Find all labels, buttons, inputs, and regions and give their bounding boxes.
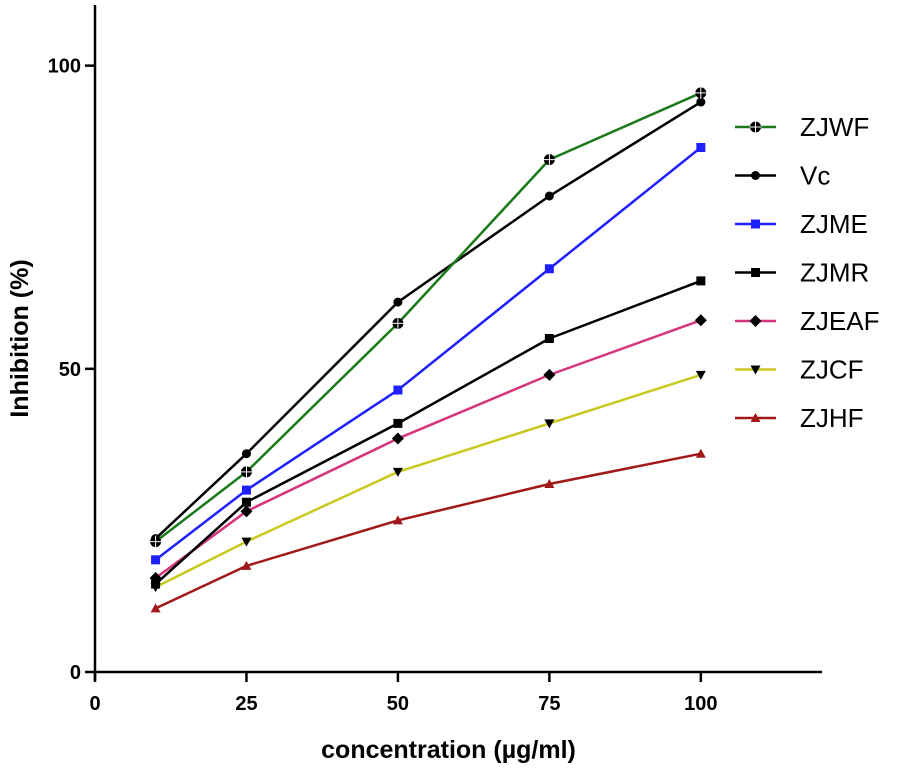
series-line-vc [154,100,702,540]
legend-label-zjmr: ZJMR [800,258,869,288]
series-zjeaf [149,314,707,585]
data-point-zjwf [240,465,253,478]
x-tick-label: 0 [89,693,100,715]
legend-label-zjme: ZJME [800,209,868,239]
data-point-zjeaf [240,505,253,518]
series-line-zjeaf [154,319,702,580]
legend-marker-zjhf [750,413,761,422]
legend-item-zjwf: ZJWF [735,112,869,142]
legend-marker-vc [751,171,760,180]
x-tick-label: 50 [387,693,409,715]
data-point-zjcf [392,467,403,477]
y-tick-label: 100 [48,56,81,78]
legend-marker-zjme [751,219,760,229]
data-point-zjeaf [391,432,404,445]
data-point-zjwf [149,535,162,548]
data-point-vc [696,97,706,107]
series-line-zjme [154,146,702,561]
legend-marker-zjeaf [749,315,762,327]
legend-label-zjeaf: ZJEAF [800,306,879,336]
data-point-zjme [696,142,706,152]
data-point-zjmr [696,276,706,286]
data-point-zjeaf [543,368,556,381]
data-point-zjme [393,385,403,395]
data-point-zjeaf [694,314,707,327]
series-layer [149,86,707,613]
data-point-zjwf [694,86,707,99]
series-zjmr [151,276,706,589]
data-point-zjhf [392,515,403,525]
data-point-zjme [151,555,161,565]
x-axis-title: concentration (µg/ml) [321,736,576,764]
series-line-zjmr [154,279,702,586]
legend-label-zjcf: ZJCF [800,355,864,385]
series-vc [151,97,706,544]
data-point-zjcf [544,419,555,429]
series-zjme [151,142,706,565]
legend-item-zjme: ZJME [735,209,868,239]
axes: 0 25 50 75 100 0 50 100 [48,5,822,715]
data-point-zjwf [543,153,556,166]
data-point-zjhf [241,560,252,570]
data-point-zjmr [393,418,403,428]
data-point-zjmr [241,497,251,507]
x-tick-label: 75 [538,693,560,715]
data-point-zjcf [241,537,252,547]
series-line-zjwf [154,91,702,543]
legend-item-zjeaf: ZJEAF [735,306,879,336]
data-point-zjwf [391,317,404,330]
y-axis-title: Inhibition (%) [6,259,34,417]
data-point-zjcf [695,370,706,380]
data-point-zjmr [544,334,554,343]
legend: ZJWF Vc ZJME ZJMR ZJEAF ZJCF ZJHF [735,112,879,433]
x-tick-label: 25 [235,693,257,715]
legend-label-zjhf: ZJHF [800,403,864,433]
data-point-zjhf [544,479,555,489]
y-tick-label: 0 [70,662,81,684]
legend-item-zjhf: ZJHF [735,403,864,433]
legend-label-vc: Vc [800,161,830,191]
data-point-vc [241,449,251,459]
data-point-zjme [544,264,554,274]
legend-label-zjwf: ZJWF [800,112,869,142]
legend-item-vc: Vc [735,161,830,191]
series-zjhf [150,448,706,613]
x-tick-label: 100 [684,693,717,715]
data-point-zjhf [695,448,706,458]
legend-marker-zjcf [750,365,761,375]
series-zjwf [149,86,707,548]
legend-item-zjmr: ZJMR [735,258,869,288]
data-point-vc [544,191,554,201]
data-point-zjmr [151,579,161,589]
legend-item-zjcf: ZJCF [735,355,864,385]
data-point-zjhf [150,603,161,613]
data-point-zjme [241,485,251,495]
data-point-vc [393,297,403,307]
legend-marker-zjmr [751,268,760,277]
series-line-zjhf [155,452,702,610]
legend-marker-zjwf [749,121,762,133]
y-tick-label: 50 [59,359,81,381]
